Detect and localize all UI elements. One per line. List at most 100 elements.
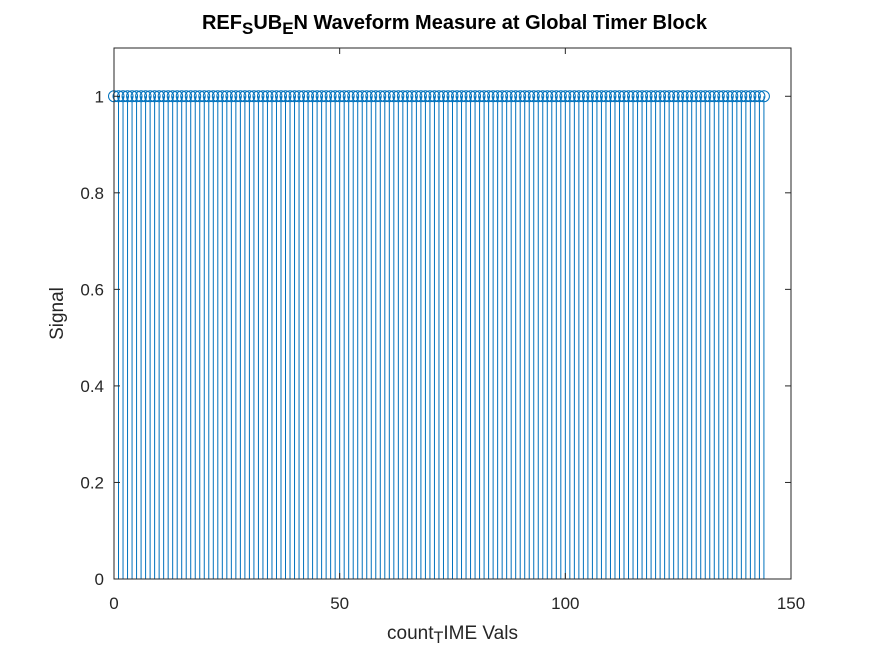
stem-marker xyxy=(595,90,608,103)
stem-marker xyxy=(523,90,536,103)
stem-marker xyxy=(482,90,495,103)
stem-marker xyxy=(527,90,540,103)
stem-marker xyxy=(171,90,184,103)
stem-marker xyxy=(148,90,161,103)
y-tick-label: 0.6 xyxy=(80,280,104,299)
stem-marker xyxy=(351,90,364,103)
stem-marker xyxy=(410,90,423,103)
stem-marker xyxy=(284,90,297,103)
stem-marker xyxy=(559,90,572,103)
stem-marker xyxy=(441,90,454,103)
stem-marker xyxy=(721,90,734,103)
stem-marker xyxy=(198,90,211,103)
stem-marker xyxy=(184,90,197,103)
x-tick-label: 150 xyxy=(777,594,805,613)
stem-marker xyxy=(211,90,224,103)
stem-marker xyxy=(369,90,382,103)
stem-marker xyxy=(568,90,581,103)
stem-marker xyxy=(121,90,134,103)
stem-marker xyxy=(455,90,468,103)
stem-marker xyxy=(405,90,418,103)
stem-marker xyxy=(347,90,360,103)
stem-marker xyxy=(640,90,653,103)
stem-marker xyxy=(401,90,414,103)
stem-marker xyxy=(153,90,166,103)
stem-marker xyxy=(645,90,658,103)
stem-marker xyxy=(753,90,766,103)
stem-marker xyxy=(618,90,631,103)
x-axis-label: countTIME Vals xyxy=(387,623,518,647)
stem-marker xyxy=(414,90,427,103)
stem-marker xyxy=(613,90,626,103)
stem-marker xyxy=(487,90,500,103)
stem-marker xyxy=(685,90,698,103)
stem-marker xyxy=(279,90,292,103)
stem-marker xyxy=(387,90,400,103)
stem-marker xyxy=(189,90,202,103)
stem-marker xyxy=(681,90,694,103)
stem-marker xyxy=(166,90,179,103)
stem-marker xyxy=(451,90,464,103)
y-axis-ticks: 0 0.2 0.4 0.6 0.8 1 xyxy=(80,87,791,589)
stem-marker xyxy=(238,90,251,103)
stem-marker xyxy=(338,90,351,103)
stem-marker xyxy=(550,90,563,103)
stem-marker xyxy=(654,90,667,103)
stem-marker xyxy=(699,90,712,103)
stem-marker xyxy=(342,90,355,103)
stem-marker xyxy=(306,90,319,103)
stem-marker xyxy=(478,90,491,103)
stem-marker xyxy=(274,90,287,103)
stem-marker xyxy=(378,90,391,103)
stem-marker xyxy=(175,90,188,103)
stem-marker xyxy=(577,90,590,103)
stem-marker xyxy=(717,90,730,103)
stem-marker xyxy=(428,90,441,103)
stem-marker xyxy=(464,90,477,103)
stem-marker xyxy=(293,90,306,103)
stem-marker xyxy=(514,90,527,103)
stem-marker xyxy=(658,90,671,103)
stem-marker xyxy=(315,90,328,103)
stem-marker xyxy=(220,90,233,103)
x-tick-label: 100 xyxy=(551,594,579,613)
y-tick-label: 0.4 xyxy=(80,377,104,396)
stem-marker xyxy=(667,90,680,103)
stem-marker xyxy=(180,90,193,103)
stem-marker xyxy=(757,90,770,103)
stem-marker xyxy=(649,90,662,103)
stem-marker xyxy=(446,90,459,103)
stem-marker xyxy=(694,90,707,103)
stem-marker xyxy=(622,90,635,103)
stem-marker xyxy=(541,90,554,103)
stem-marker xyxy=(256,90,269,103)
stem-marker xyxy=(207,90,220,103)
stem-marker xyxy=(202,90,215,103)
stem-marker xyxy=(663,90,676,103)
stem-marker xyxy=(423,90,436,103)
stem-marker xyxy=(234,90,247,103)
stem-marker xyxy=(505,90,518,103)
stem-marker xyxy=(491,90,504,103)
stem-marker xyxy=(460,90,473,103)
stem-marker xyxy=(333,90,346,103)
stem-marker xyxy=(139,90,152,103)
stem-marker xyxy=(744,90,757,103)
stem-marker xyxy=(162,90,175,103)
stem-marker xyxy=(690,90,703,103)
stem-marker xyxy=(247,90,260,103)
stem-marker xyxy=(252,90,265,103)
stem-marker xyxy=(356,90,369,103)
stem-marker xyxy=(572,90,585,103)
stem-marker xyxy=(261,90,274,103)
stem-marker xyxy=(265,90,278,103)
stem-marker xyxy=(748,90,761,103)
stem-marker xyxy=(216,90,229,103)
stem-marker xyxy=(604,90,617,103)
x-tick-label: 50 xyxy=(330,594,349,613)
stem-marker xyxy=(392,90,405,103)
stem-marker xyxy=(135,90,148,103)
stem-marker xyxy=(536,90,549,103)
stem-marker xyxy=(365,90,378,103)
stem-marker xyxy=(437,90,450,103)
